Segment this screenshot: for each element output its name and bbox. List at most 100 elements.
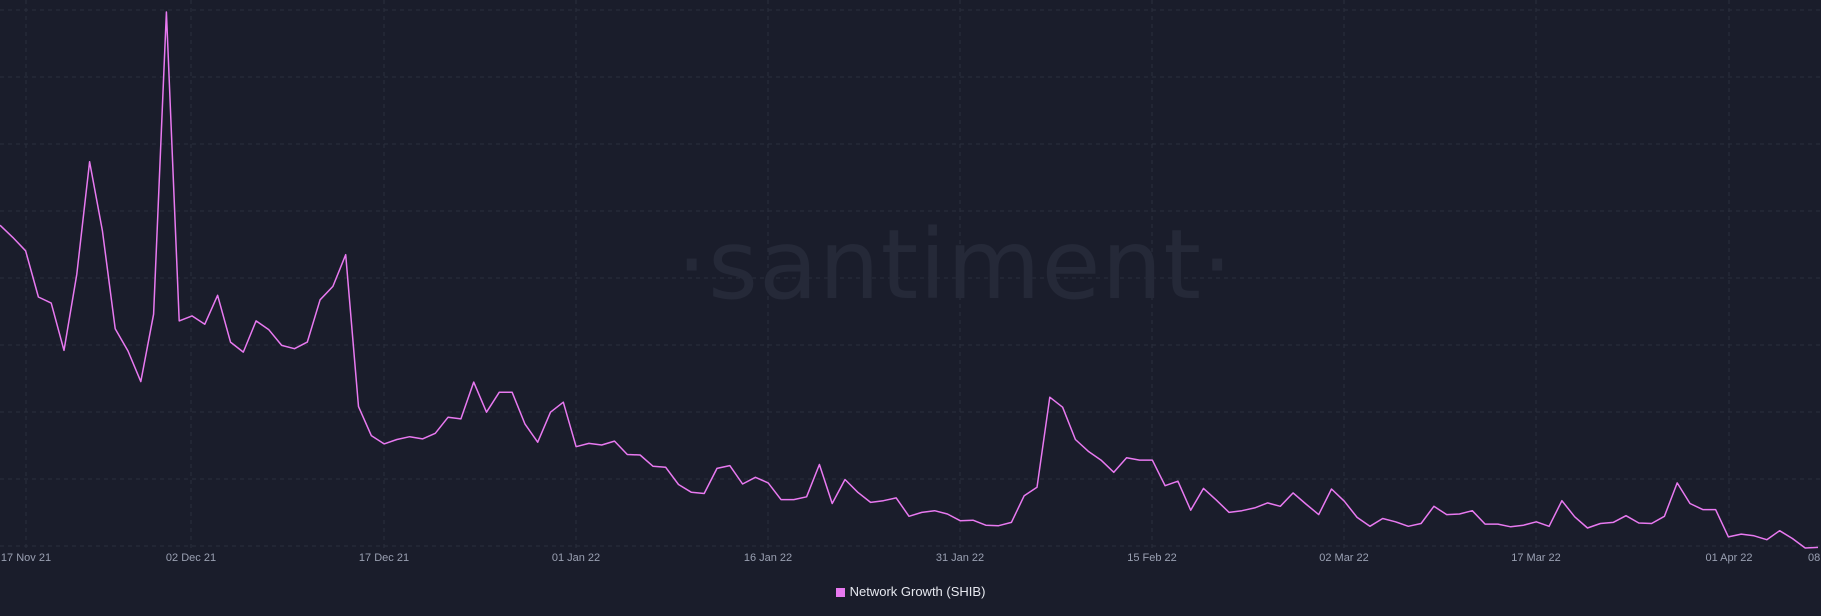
data-point[interactable] [855, 489, 861, 495]
data-point[interactable] [573, 444, 579, 450]
data-point[interactable] [381, 441, 387, 447]
data-point[interactable] [266, 327, 272, 333]
data-point[interactable] [1482, 521, 1488, 527]
data-point[interactable] [445, 414, 451, 420]
data-point[interactable] [407, 434, 413, 440]
data-point[interactable] [471, 379, 477, 385]
data-point[interactable] [868, 499, 874, 505]
data-point[interactable] [48, 300, 54, 306]
data-point[interactable] [1777, 528, 1783, 534]
data-point[interactable] [842, 477, 848, 483]
data-point[interactable] [330, 283, 336, 289]
data-point[interactable] [1367, 523, 1373, 529]
data-point[interactable] [1393, 519, 1399, 525]
data-point[interactable] [112, 326, 118, 332]
data-point[interactable] [1674, 480, 1680, 486]
data-point[interactable] [1546, 523, 1552, 529]
data-point[interactable] [688, 489, 694, 495]
data-point[interactable] [394, 437, 400, 443]
data-point[interactable] [983, 522, 989, 528]
data-point[interactable] [1610, 519, 1616, 525]
data-point[interactable] [1060, 404, 1066, 410]
data-point[interactable] [1201, 485, 1207, 491]
data-point[interactable] [1508, 524, 1514, 530]
data-point[interactable] [829, 501, 835, 507]
data-point[interactable] [701, 491, 707, 497]
data-point[interactable] [1521, 522, 1527, 528]
data-point[interactable] [292, 346, 298, 352]
data-point[interactable] [1444, 512, 1450, 518]
data-point[interactable] [35, 294, 41, 300]
data-point[interactable] [880, 498, 886, 504]
data-point[interactable] [957, 518, 963, 524]
data-point[interactable] [1098, 457, 1104, 463]
data-point[interactable] [1636, 520, 1642, 526]
data-point[interactable] [74, 271, 80, 277]
data-point[interactable] [612, 438, 618, 444]
data-point[interactable] [432, 430, 438, 436]
data-point[interactable] [1239, 508, 1245, 514]
data-point[interactable] [1751, 533, 1757, 539]
data-point[interactable] [1111, 469, 1117, 475]
data-point[interactable] [740, 481, 746, 487]
data-point[interactable] [1649, 521, 1655, 527]
data-point[interactable] [1175, 478, 1181, 484]
data-point[interactable] [87, 159, 93, 165]
data-point[interactable] [752, 474, 758, 480]
data-point[interactable] [1072, 437, 1078, 443]
data-point[interactable] [1085, 448, 1091, 454]
data-point[interactable] [1277, 503, 1283, 509]
data-point[interactable] [343, 252, 349, 258]
data-point[interactable] [1341, 498, 1347, 504]
data-point[interactable] [1290, 490, 1296, 496]
data-point[interactable] [1354, 514, 1360, 520]
data-point[interactable] [151, 311, 157, 317]
data-point[interactable] [279, 342, 285, 348]
data-point[interactable] [176, 318, 182, 324]
data-point[interactable] [99, 228, 105, 234]
data-point[interactable] [228, 339, 234, 345]
data-point[interactable] [727, 463, 733, 469]
data-point[interactable] [996, 523, 1002, 529]
data-point[interactable] [1021, 493, 1027, 499]
data-point[interactable] [1700, 507, 1706, 513]
data-point[interactable] [1469, 508, 1475, 514]
data-point[interactable] [1738, 531, 1744, 537]
data-point[interactable] [1457, 511, 1463, 517]
data-point[interactable] [932, 508, 938, 514]
data-point[interactable] [317, 297, 323, 303]
data-point[interactable] [1008, 519, 1014, 525]
data-point[interactable] [1789, 536, 1795, 542]
data-point[interactable] [1623, 513, 1629, 519]
data-point[interactable] [1661, 513, 1667, 519]
data-point[interactable] [1124, 455, 1130, 461]
data-point[interactable] [356, 404, 362, 410]
data-point[interactable] [240, 349, 246, 355]
data-point[interactable] [368, 433, 374, 439]
data-point[interactable] [1597, 521, 1603, 527]
data-point[interactable] [637, 452, 643, 458]
data-point[interactable] [548, 409, 554, 415]
data-point[interactable] [1226, 509, 1232, 515]
data-point[interactable] [202, 321, 208, 327]
data-point[interactable] [1764, 537, 1770, 543]
data-point[interactable] [304, 339, 310, 345]
data-point[interactable] [804, 494, 810, 500]
data-point[interactable] [970, 517, 976, 523]
data-point[interactable] [778, 497, 784, 503]
data-point[interactable] [1533, 519, 1539, 525]
data-point[interactable] [23, 248, 29, 254]
data-point[interactable] [253, 318, 259, 324]
data-point[interactable] [1380, 516, 1386, 522]
data-point[interactable] [1252, 505, 1258, 511]
data-point[interactable] [765, 480, 771, 486]
data-point[interactable] [893, 495, 899, 501]
data-point[interactable] [1802, 545, 1808, 551]
data-point[interactable] [599, 442, 605, 448]
data-point[interactable] [919, 509, 925, 515]
data-point[interactable] [189, 313, 195, 319]
data-point[interactable] [1213, 497, 1219, 503]
data-point[interactable] [560, 399, 566, 405]
data-point[interactable] [791, 497, 797, 503]
data-point[interactable] [1034, 484, 1040, 490]
